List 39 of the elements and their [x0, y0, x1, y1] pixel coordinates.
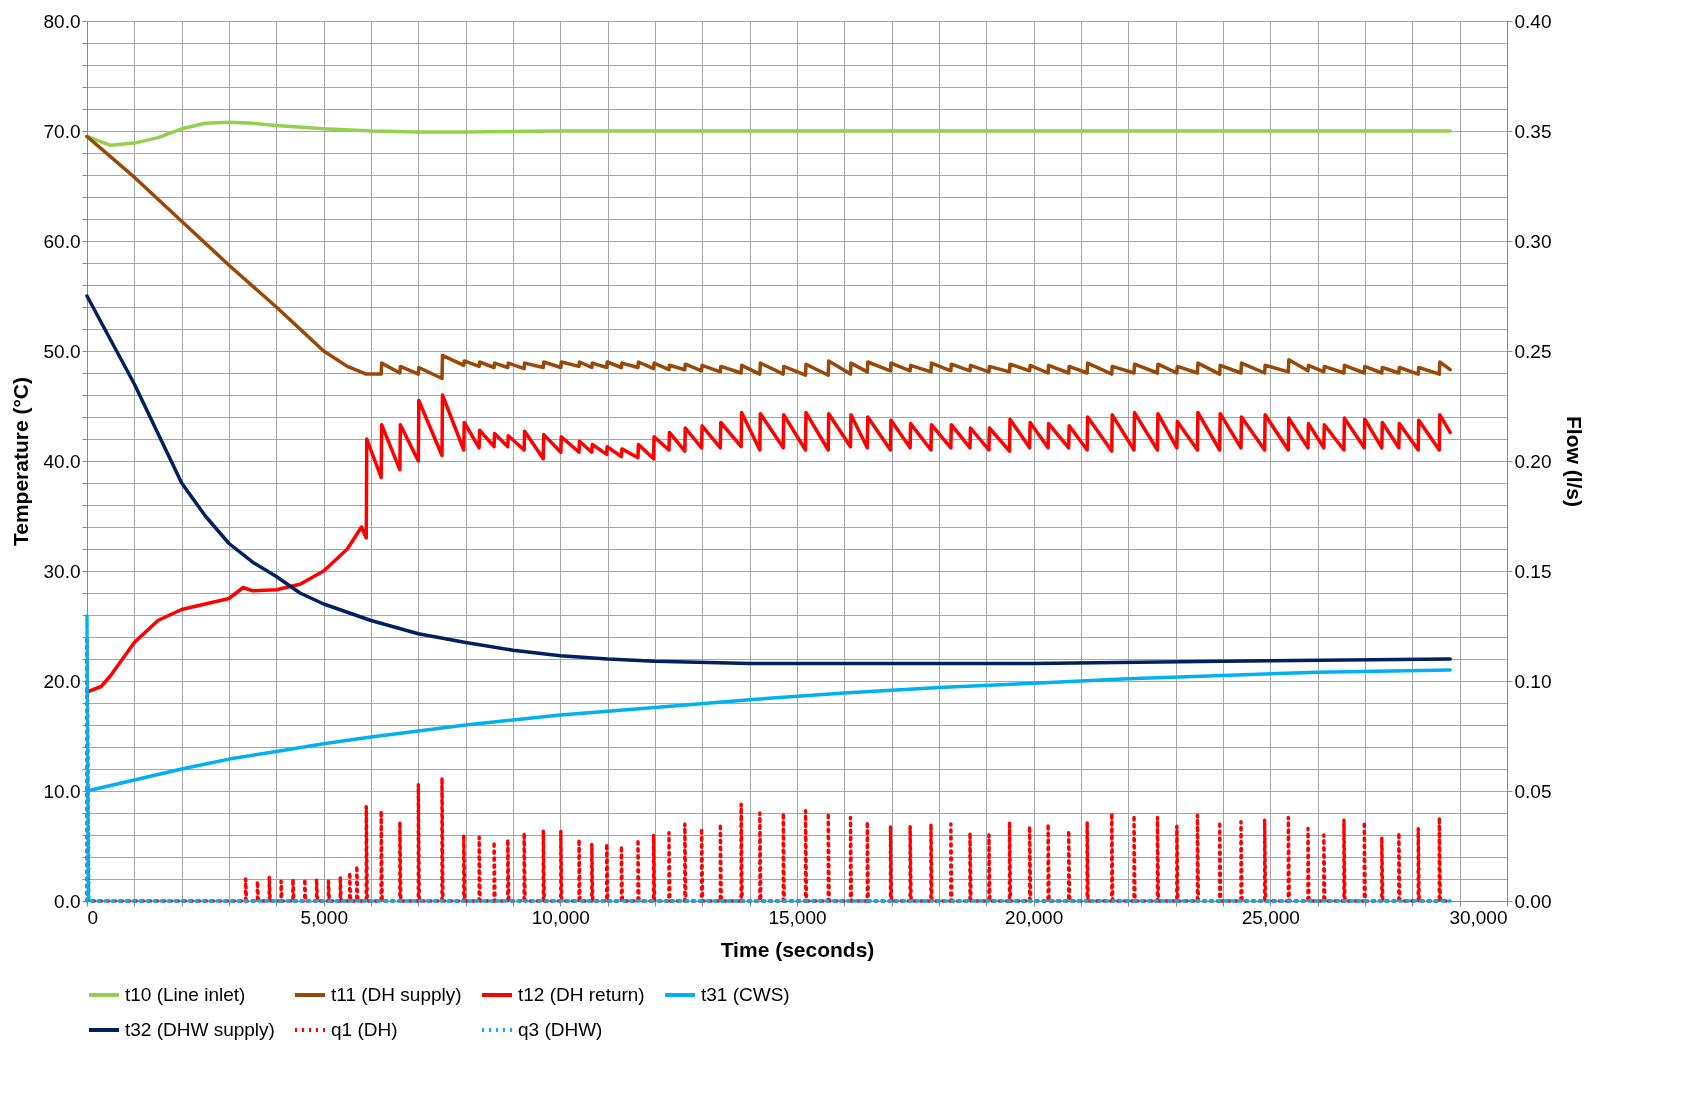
y2-tick-label: 0.05	[1514, 780, 1552, 802]
y-tick-label: 30.0	[43, 560, 81, 582]
y-tick-label: 70.0	[43, 120, 81, 142]
y2-tick-label: 0.35	[1514, 120, 1552, 142]
legend-label: t12 (DH return)	[518, 984, 645, 1005]
legend-label: t10 (Line inlet)	[125, 984, 246, 1005]
legend-label: t31 (CWS)	[701, 984, 790, 1005]
y2-tick-label: 0.00	[1514, 890, 1552, 912]
y-tick-label: 40.0	[43, 450, 81, 472]
legend-label: q1 (DH)	[331, 1019, 398, 1040]
y2-tick-label: 0.25	[1514, 340, 1552, 362]
y-tick-label: 80.0	[43, 10, 81, 32]
y2-tick-label: 0.15	[1514, 560, 1552, 582]
x-tick-label: 10,000	[531, 906, 590, 928]
y-axis-title: Temperature (°C)	[8, 376, 32, 547]
y-tick-label: 60.0	[43, 230, 81, 252]
y2-tick-label: 0.20	[1514, 450, 1552, 472]
y-tick-label: 0.0	[54, 890, 81, 912]
line-series	[85, 134, 1452, 381]
y-tick-label: 10.0	[43, 780, 81, 802]
legend-label: t11 (DH supply)	[331, 984, 462, 1005]
y2-axis-title: Flow (l/s)	[1563, 416, 1587, 507]
y2-tick-label: 0.40	[1514, 10, 1552, 32]
x-axis-title: Time (seconds)	[720, 937, 875, 961]
x-tick-label: 20,000	[1005, 906, 1064, 928]
x-tick-label: 15,000	[768, 906, 827, 928]
line-series	[85, 294, 1452, 666]
legend-label: q3 (DHW)	[518, 1019, 603, 1040]
line-series	[85, 393, 1452, 694]
x-tick-label: 0	[87, 906, 99, 928]
y-tick-label: 20.0	[43, 670, 81, 692]
line-series	[85, 120, 1452, 148]
x-tick-label: 25,000	[1241, 906, 1300, 928]
x-tick-label: 30,000	[1449, 906, 1508, 928]
y-tick-label: 50.0	[43, 340, 81, 362]
x-tick-label: 5,000	[300, 906, 348, 928]
legend-label: t32 (DHW supply)	[125, 1019, 275, 1040]
y2-tick-label: 0.30	[1514, 230, 1552, 252]
y2-tick-label: 0.10	[1514, 670, 1552, 692]
